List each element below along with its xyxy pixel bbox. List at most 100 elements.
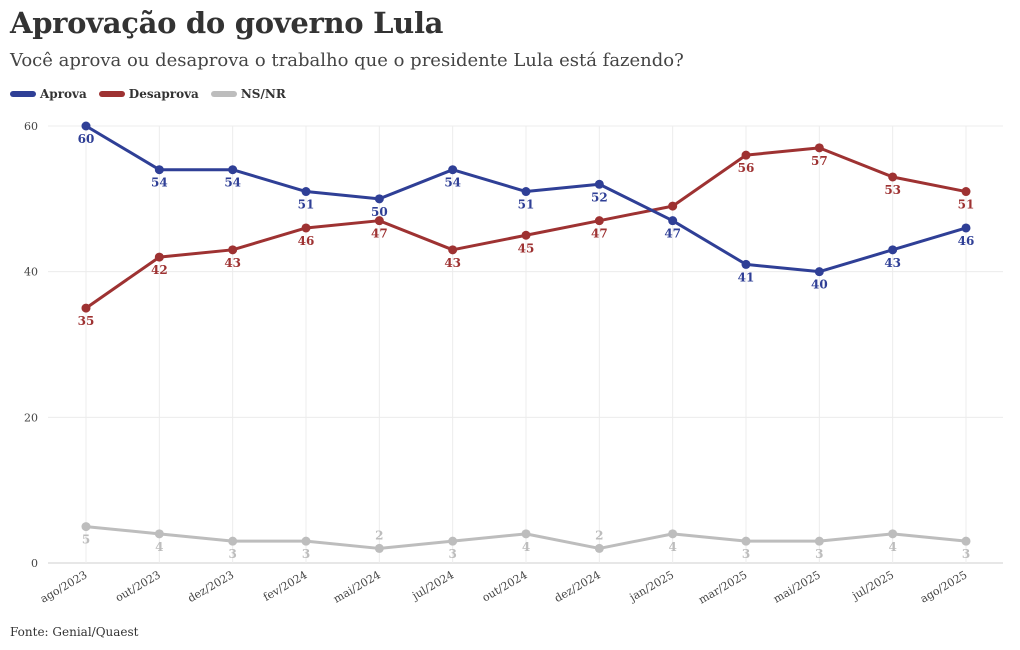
- x-tick-label: jul/2025: [848, 568, 896, 603]
- x-tick-label: fev/2024: [261, 568, 310, 604]
- data-point-nsnr: [301, 536, 311, 546]
- data-label-nsnr: 2: [375, 528, 383, 542]
- x-tick-label: mai/2025: [771, 568, 823, 605]
- data-point-nsnr: [594, 543, 604, 553]
- data-label-desaprova: 53: [884, 183, 901, 197]
- x-tick-label: ago/2023: [38, 568, 89, 605]
- data-label-aprova: 54: [444, 176, 461, 190]
- data-point-nsnr: [888, 529, 898, 539]
- data-point-desaprova: [154, 252, 164, 262]
- x-tick-label: ago/2025: [918, 568, 969, 605]
- legend-item-nsnr: NS/NR: [210, 87, 286, 101]
- y-tick-label: 20: [24, 411, 38, 424]
- data-point-nsnr: [741, 536, 751, 546]
- x-tick-label: dez/2023: [185, 568, 236, 605]
- data-label-nsnr: 5: [82, 533, 90, 547]
- data-label-nsnr: 3: [302, 547, 310, 561]
- data-label-aprova: 51: [298, 198, 315, 212]
- data-label-desaprova: 43: [444, 256, 461, 270]
- data-point-nsnr: [521, 529, 531, 539]
- x-tick-label: mar/2025: [696, 568, 749, 606]
- y-tick-label: 60: [24, 120, 38, 133]
- legend-label-desaprova: Desaprova: [128, 87, 199, 101]
- data-point-nsnr: [961, 536, 971, 546]
- grid: [48, 125, 1003, 564]
- legend-swatch-nsnr: [210, 91, 237, 97]
- data-label-desaprova: 51: [958, 198, 975, 212]
- data-point-aprova: [741, 259, 751, 269]
- data-point-aprova: [521, 187, 531, 197]
- data-point-nsnr: [448, 536, 458, 546]
- data-label-desaprova: 47: [371, 227, 388, 241]
- data-label-desaprova: 43: [224, 256, 241, 270]
- data-point-desaprova: [228, 245, 238, 255]
- data-label-aprova: 50: [371, 205, 388, 219]
- data-label-nsnr: 3: [962, 547, 970, 561]
- data-label-nsnr: 3: [742, 547, 750, 561]
- data-label-desaprova: 46: [298, 234, 315, 248]
- data-label-desaprova: 47: [591, 227, 608, 241]
- x-tick-label: out/2024: [480, 568, 530, 604]
- data-label-desaprova: 35: [78, 314, 95, 328]
- data-point-desaprova: [81, 303, 91, 313]
- x-tick-label: jan/2025: [626, 568, 676, 605]
- legend-label-nsnr: NS/NR: [240, 87, 286, 101]
- data-point-aprova: [374, 194, 384, 204]
- legend-item-desaprova: Desaprova: [98, 87, 199, 101]
- data-label-desaprova: 57: [811, 154, 828, 168]
- data-label-desaprova: 45: [518, 241, 535, 255]
- data-point-desaprova: [888, 172, 898, 182]
- legend: Aprova Desaprova NS/NR: [10, 87, 286, 101]
- data-point-aprova: [961, 223, 971, 233]
- y-tick-label: 0: [31, 557, 38, 570]
- data-label-aprova: 51: [518, 198, 535, 212]
- x-tick-label: jul/2024: [408, 568, 456, 603]
- x-tick-label: dez/2024: [552, 568, 603, 605]
- data-point-aprova: [301, 187, 311, 197]
- data-point-desaprova: [521, 230, 531, 240]
- data-point-aprova: [228, 165, 238, 175]
- data-label-nsnr: 2: [595, 528, 603, 542]
- data-label-aprova: 47: [664, 227, 681, 241]
- data-point-desaprova: [814, 143, 824, 153]
- data-label-aprova: 40: [811, 278, 828, 292]
- data-label-desaprova: 56: [738, 161, 755, 175]
- data-point-nsnr: [668, 529, 678, 539]
- data-label-aprova: 41: [738, 270, 755, 284]
- y-tick-label: 40: [24, 266, 38, 279]
- data-point-aprova: [154, 165, 164, 175]
- data-label-aprova: 60: [78, 132, 95, 146]
- chart-subtitle: Você aprova ou desaprova o trabalho que …: [10, 50, 684, 71]
- x-tick-label: mai/2024: [331, 568, 383, 605]
- data-label-nsnr: 3: [815, 547, 823, 561]
- chart-title: Aprovação do governo Lula: [10, 6, 444, 40]
- data-point-desaprova: [374, 216, 384, 226]
- legend-item-aprova: Aprova: [10, 87, 87, 101]
- data-label-aprova: 54: [224, 176, 241, 190]
- data-point-nsnr: [154, 529, 164, 539]
- data-label-aprova: 43: [884, 256, 901, 270]
- data-label-nsnr: 4: [155, 540, 163, 554]
- data-point-nsnr: [814, 536, 824, 546]
- data-label-aprova: 46: [958, 234, 975, 248]
- source-note: Fonte: Genial/Quaest: [10, 625, 139, 639]
- data-label-nsnr: 4: [888, 540, 896, 554]
- x-tick-label: out/2023: [113, 568, 163, 604]
- legend-label-aprova: Aprova: [40, 87, 87, 101]
- data-label-desaprova: 42: [151, 263, 168, 277]
- legend-swatch-desaprova: [98, 91, 125, 97]
- data-point-aprova: [668, 216, 678, 226]
- data-point-aprova: [448, 165, 458, 175]
- data-label-aprova: 52: [591, 190, 608, 204]
- data-point-nsnr: [81, 522, 91, 532]
- data-point-desaprova: [961, 187, 971, 197]
- data-point-aprova: [888, 245, 898, 255]
- data-point-desaprova: [448, 245, 458, 255]
- series: [81, 121, 971, 553]
- data-point-desaprova: [301, 223, 311, 233]
- data-point-aprova: [81, 121, 91, 131]
- data-point-nsnr: [228, 536, 238, 546]
- data-label-nsnr: 3: [228, 547, 236, 561]
